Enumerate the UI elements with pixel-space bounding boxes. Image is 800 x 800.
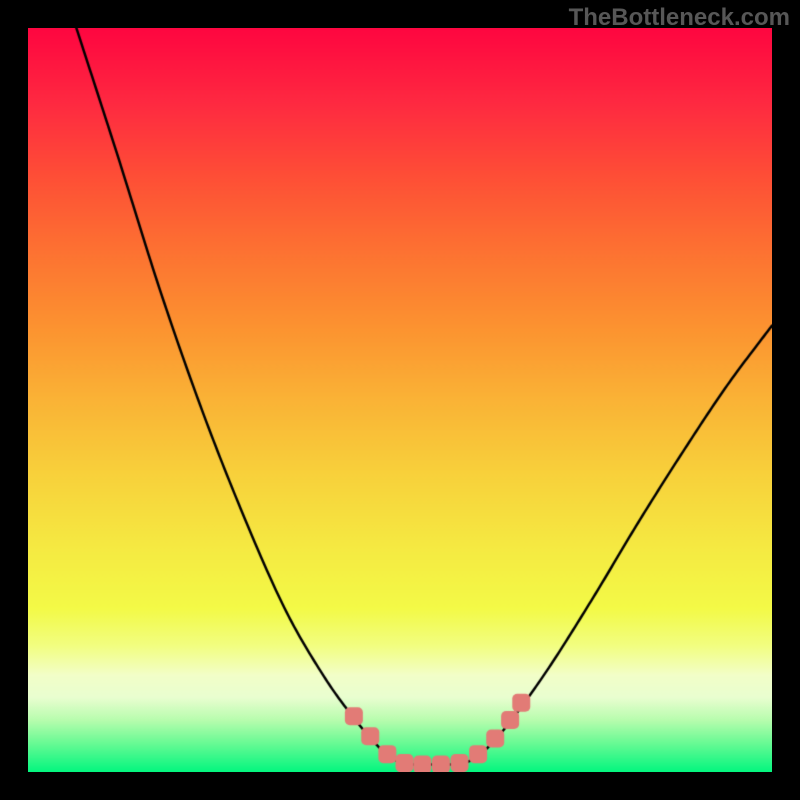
- chart-canvas: [28, 28, 772, 772]
- watermark-text: TheBottleneck.com: [569, 4, 790, 32]
- plot-area: [28, 28, 772, 772]
